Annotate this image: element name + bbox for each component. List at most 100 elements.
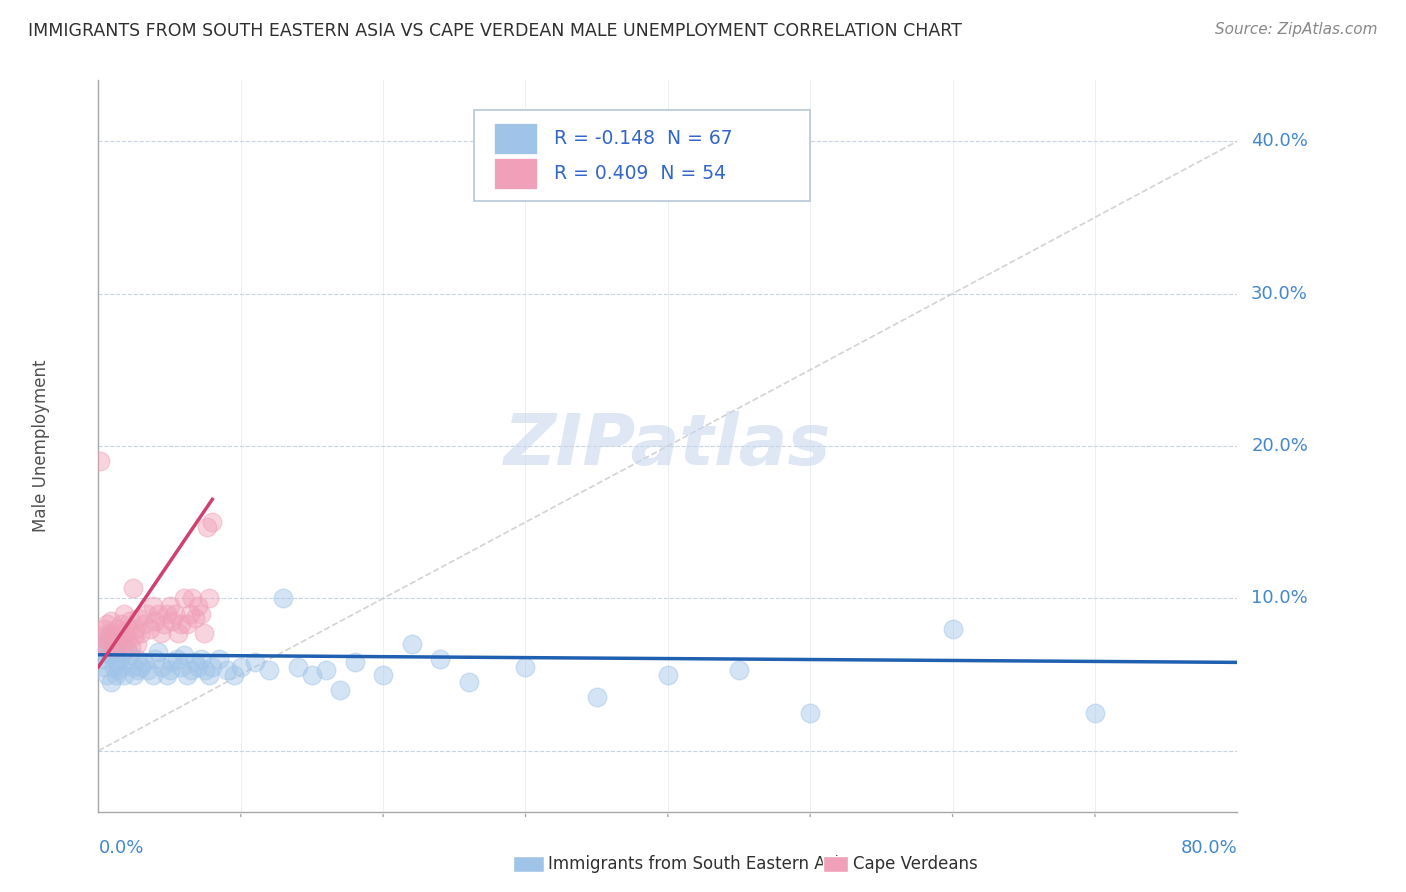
Point xyxy=(373,667,395,681)
Point xyxy=(103,630,125,644)
Point xyxy=(101,641,124,656)
Point xyxy=(198,667,221,681)
Text: 10.0%: 10.0% xyxy=(1251,590,1308,607)
Point xyxy=(97,630,120,644)
Text: 0.0%: 0.0% xyxy=(98,839,143,857)
Point xyxy=(105,622,128,636)
Point xyxy=(98,648,121,662)
Point xyxy=(100,614,122,628)
Point xyxy=(315,663,337,677)
Point xyxy=(122,630,145,644)
Point xyxy=(125,652,148,666)
Point xyxy=(115,632,138,647)
Point xyxy=(657,667,679,681)
Point xyxy=(100,675,122,690)
Point xyxy=(112,667,135,681)
Point xyxy=(728,663,751,677)
Point xyxy=(162,614,184,628)
Point xyxy=(132,617,155,632)
FancyBboxPatch shape xyxy=(494,158,537,188)
Point xyxy=(136,663,159,677)
Point xyxy=(103,660,125,674)
Point xyxy=(90,640,112,655)
Point xyxy=(150,626,173,640)
Point xyxy=(222,667,245,681)
Text: 30.0%: 30.0% xyxy=(1251,285,1308,302)
Point xyxy=(170,617,193,632)
Text: Cape Verdeans: Cape Verdeans xyxy=(853,855,979,873)
Point xyxy=(401,637,423,651)
Point xyxy=(287,660,309,674)
Point xyxy=(125,637,148,651)
Point xyxy=(942,622,965,636)
Point xyxy=(173,591,195,606)
Text: Source: ZipAtlas.com: Source: ZipAtlas.com xyxy=(1215,22,1378,37)
Point xyxy=(110,660,132,674)
Point xyxy=(107,663,129,677)
Point xyxy=(190,607,212,621)
Point xyxy=(145,614,167,628)
Point xyxy=(187,660,209,674)
Point xyxy=(135,607,157,621)
Point xyxy=(107,632,129,647)
Point xyxy=(115,641,138,656)
Point xyxy=(201,660,224,674)
Point xyxy=(91,637,114,651)
Text: 20.0%: 20.0% xyxy=(1251,437,1308,455)
Point xyxy=(129,626,152,640)
Point xyxy=(145,652,167,666)
Point xyxy=(108,626,131,640)
Point xyxy=(799,706,821,720)
Point xyxy=(97,632,120,647)
Point xyxy=(124,622,146,636)
Point xyxy=(98,626,121,640)
Point xyxy=(94,645,117,659)
Point xyxy=(121,581,143,595)
Point xyxy=(148,607,170,621)
Point xyxy=(193,626,215,640)
Text: R = -0.148  N = 67: R = -0.148 N = 67 xyxy=(554,129,733,148)
Point xyxy=(159,663,181,677)
Point xyxy=(201,515,224,529)
Point xyxy=(301,667,323,681)
Point xyxy=(329,682,352,697)
Point xyxy=(1084,706,1107,720)
Point xyxy=(111,637,134,651)
Point xyxy=(180,663,202,677)
FancyBboxPatch shape xyxy=(494,123,537,154)
Point xyxy=(101,637,124,651)
Point xyxy=(184,656,207,670)
Point xyxy=(122,667,145,681)
Point xyxy=(94,640,117,655)
Point xyxy=(96,617,118,632)
Point xyxy=(152,660,174,674)
Point xyxy=(198,591,221,606)
Point xyxy=(89,454,111,468)
Point xyxy=(112,607,135,621)
Point xyxy=(118,614,141,628)
Point xyxy=(153,617,176,632)
Point xyxy=(429,652,451,666)
Point xyxy=(91,652,114,666)
Point xyxy=(215,663,238,677)
Point xyxy=(148,645,170,659)
Point xyxy=(165,607,187,621)
Text: R = 0.409  N = 54: R = 0.409 N = 54 xyxy=(554,163,725,183)
Point xyxy=(138,622,160,636)
Point xyxy=(187,599,209,613)
Point xyxy=(156,607,179,621)
Text: 40.0%: 40.0% xyxy=(1251,132,1308,150)
Point xyxy=(229,660,252,674)
Point xyxy=(166,652,188,666)
Point xyxy=(141,599,163,613)
Point xyxy=(194,663,217,677)
Point xyxy=(176,617,198,632)
Text: ZIPatlas: ZIPatlas xyxy=(505,411,831,481)
Text: IMMIGRANTS FROM SOUTH EASTERN ASIA VS CAPE VERDEAN MALE UNEMPLOYMENT CORRELATION: IMMIGRANTS FROM SOUTH EASTERN ASIA VS CA… xyxy=(28,22,962,40)
Point xyxy=(243,656,266,670)
Point xyxy=(96,667,118,681)
Point xyxy=(129,660,152,674)
Point xyxy=(162,656,184,670)
Text: Male Unemployment: Male Unemployment xyxy=(32,359,51,533)
Point xyxy=(121,660,143,674)
